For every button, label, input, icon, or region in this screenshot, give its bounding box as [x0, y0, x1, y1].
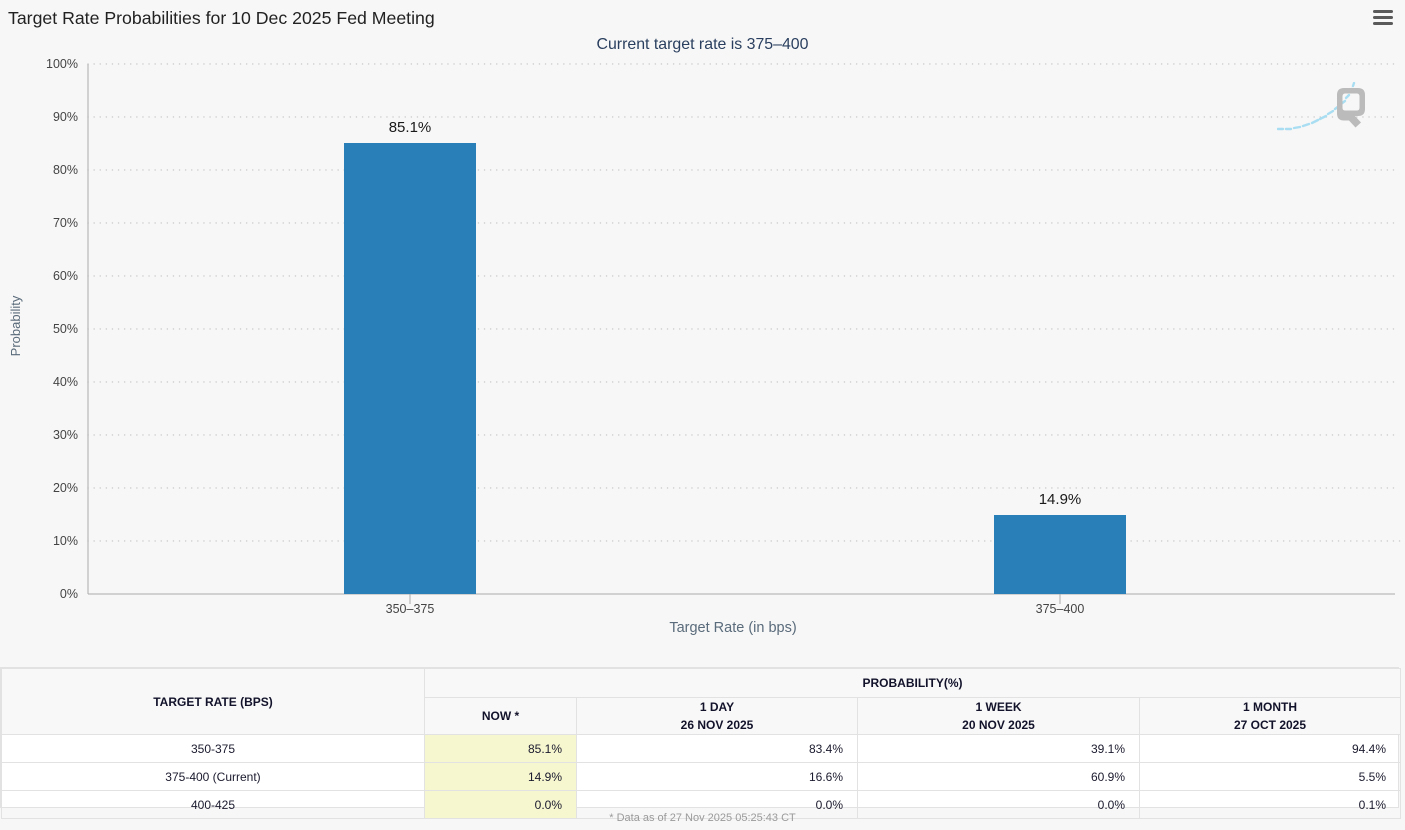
svg-text:20%: 20% [53, 481, 78, 495]
svg-text:85.1%: 85.1% [389, 119, 432, 136]
svg-text:50%: 50% [53, 322, 78, 336]
svg-text:10%: 10% [53, 534, 78, 548]
svg-text:0%: 0% [60, 587, 78, 601]
svg-text:375–400: 375–400 [1036, 602, 1085, 616]
svg-text:Probability: Probability [8, 295, 23, 356]
svg-text:60%: 60% [53, 269, 78, 283]
svg-text:70%: 70% [53, 216, 78, 230]
svg-text:90%: 90% [53, 110, 78, 124]
svg-text:30%: 30% [53, 428, 78, 442]
svg-text:14.9%: 14.9% [1039, 491, 1082, 508]
svg-text:100%: 100% [46, 57, 78, 71]
svg-text:40%: 40% [53, 375, 78, 389]
svg-text:80%: 80% [53, 163, 78, 177]
svg-text:Target Rate (in bps): Target Rate (in bps) [669, 620, 796, 636]
svg-text:350–375: 350–375 [386, 602, 435, 616]
